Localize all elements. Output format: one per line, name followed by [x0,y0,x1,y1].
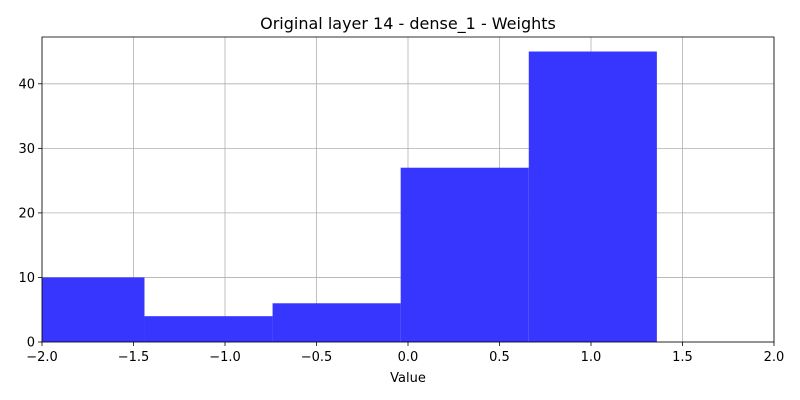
y-axis-ticks: 0 10 20 30 40 [18,77,42,351]
chart-title: Original layer 14 - dense_1 - Weights [260,14,556,34]
y-tick-label: 40 [18,77,35,92]
histogram-bar [42,277,145,342]
x-axis-ticks: −2.0 −1.5 −1.0 −0.5 0.0 0.5 1.0 1.5 2.0 [26,342,784,365]
x-tick-label: −1.0 [209,350,241,365]
x-tick-label: 0.5 [489,350,510,365]
x-tick-label: 0.0 [398,350,419,365]
histogram-bar [528,51,657,342]
x-tick-label: −1.5 [118,350,150,365]
y-tick-label: 30 [18,142,35,157]
x-tick-label: −2.0 [26,350,58,365]
y-tick-label: 0 [27,336,35,351]
histogram-bar [272,303,401,342]
x-tick-label: 1.5 [672,350,693,365]
y-tick-label: 10 [18,271,35,286]
y-tick-label: 20 [18,206,35,221]
x-axis-label: Value [390,371,426,386]
x-tick-label: −0.5 [301,350,333,365]
histogram-bars [42,51,657,342]
histogram-bar [400,167,529,342]
histogram-bar [144,316,273,342]
x-tick-label: 1.0 [581,350,602,365]
x-tick-label: 2.0 [764,350,785,365]
